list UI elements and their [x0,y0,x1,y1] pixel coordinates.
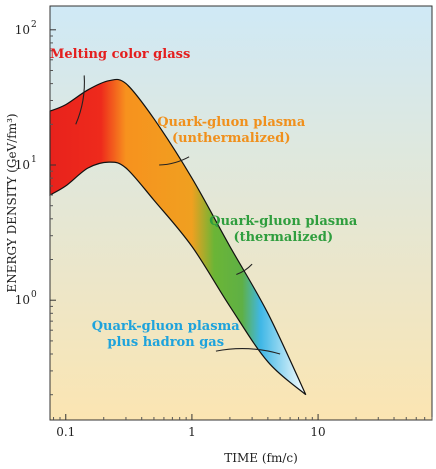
annotation-pointers [75,75,281,355]
energy-density-band [49,78,307,396]
annotation-pointer [236,263,253,275]
annotation-label: plus hadron gas [107,335,224,350]
plot-frame [49,5,433,421]
y-tick-label: 10 [15,23,30,37]
annotation-label: Quark-gluon plasma [92,319,241,334]
y-tick-exponent: 2 [31,20,37,30]
y-tick-exponent: 0 [31,290,37,300]
annotation-label: Quark-gluon plasma [157,115,306,130]
annotation-label: Quark-gluon plasma [209,214,358,229]
y-axis-title: ENERGY DENSITY (GeV/fm³) [5,113,19,292]
x-tick-label: 10 [310,425,325,439]
y-tick-exponent: 1 [31,155,37,165]
x-tick-label: 1 [188,425,196,439]
x-axis-title: TIME (fm/c) [224,451,298,465]
annotation-pointer [159,156,190,166]
annotation-label: Melting color glass [50,47,190,62]
y-tick-label: 10 [15,293,30,307]
x-axis-ticks: 0.1 1 10 [53,414,433,439]
annotation-label: (unthermalized) [172,131,291,146]
y-tick-label: 10 [15,158,30,172]
annotation-pointer [75,75,85,125]
x-tick-label: 0.1 [56,425,75,439]
plot-background [50,6,432,420]
annotation-pointer [215,348,281,355]
annotation-label: (thermalized) [233,230,333,245]
